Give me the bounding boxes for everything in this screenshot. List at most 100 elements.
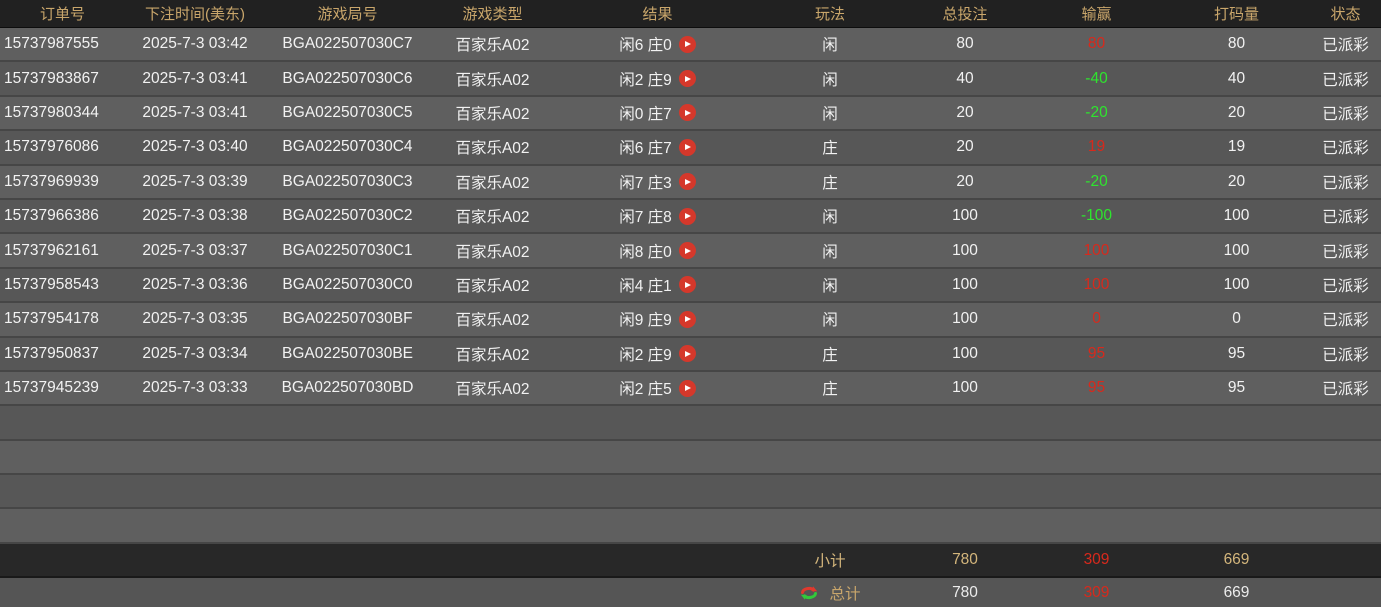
status-cell: 已派彩 xyxy=(1322,277,1369,295)
bet-time-cell: 2025-7-3 03:41 xyxy=(142,103,248,121)
bet-time-cell: 2025-7-3 03:33 xyxy=(142,379,248,397)
win-loss-cell wl-value: 100 xyxy=(1083,275,1110,293)
result-text: 闲2 庄5 xyxy=(619,381,672,399)
game-type-cell: 百家乐A02 xyxy=(455,277,530,295)
status-cell: 已派彩 xyxy=(1322,140,1369,158)
play-icon xyxy=(685,385,692,392)
col-header-round-id: 游戏局号 xyxy=(317,6,378,23)
order-id-cell: 15737958543 xyxy=(4,275,99,293)
table-row: 15737954178 2025-7-3 03:35 BGA022507030B… xyxy=(0,303,1381,338)
play-icon xyxy=(685,144,692,151)
table-row: 15737969939 2025-7-3 03:39 BGA022507030C… xyxy=(0,165,1381,200)
result-cell: 闲2 庄9 xyxy=(555,343,760,365)
order-id-cell: 15737962161 xyxy=(4,241,99,259)
result-text: 闲4 庄1 xyxy=(619,277,672,295)
col-header-total-bet: 总投注 xyxy=(942,6,988,23)
result-cell: 闲4 庄1 xyxy=(555,274,760,296)
result-cell: 闲0 庄7 xyxy=(555,102,760,124)
order-id-cell: 15737976086 xyxy=(4,138,99,156)
round-id-cell: BGA022507030C1 xyxy=(282,241,413,259)
result-text: 闲9 庄9 xyxy=(619,312,672,330)
subtotal-rolling: 669 xyxy=(1223,550,1250,568)
play-result-button[interactable] xyxy=(678,104,696,122)
order-id-cell: 15737945239 xyxy=(4,379,99,397)
total-total-bet: 780 xyxy=(952,583,978,601)
win-loss-cell wl-value: 19 xyxy=(1087,138,1106,156)
table-row: 15737987555 2025-7-3 03:42 BGA022507030C… xyxy=(0,28,1381,63)
play-result-button[interactable] xyxy=(678,345,696,363)
bet-side-cell: 庄 xyxy=(822,346,838,364)
rolling-cell: 95 xyxy=(1227,379,1246,397)
round-id-cell: BGA022507030C3 xyxy=(282,172,413,190)
play-result-button[interactable] xyxy=(678,310,696,328)
result-text: 闲0 庄7 xyxy=(619,105,672,123)
empty-row xyxy=(0,440,1381,476)
game-type-cell: 百家乐A02 xyxy=(455,174,530,192)
win-loss-cell wl-value: -20 xyxy=(1085,172,1108,190)
rolling-cell: 40 xyxy=(1227,69,1246,87)
status-cell: 已派彩 xyxy=(1322,174,1369,192)
round-id-cell: BGA022507030C5 xyxy=(282,103,413,121)
col-header-status: 状态 xyxy=(1330,6,1361,23)
col-header-result: 结果 xyxy=(642,6,673,23)
bet-side-cell: 闲 xyxy=(822,71,838,89)
result-text: 闲8 庄0 xyxy=(619,243,672,261)
round-id-cell: BGA022507030C2 xyxy=(282,207,413,225)
refresh-totals-button[interactable] xyxy=(799,584,819,602)
col-header-game-type: 游戏类型 xyxy=(462,6,523,23)
play-result-button[interactable] xyxy=(678,138,696,156)
status-cell: 已派彩 xyxy=(1322,346,1369,364)
win-loss-cell wl-value: 80 xyxy=(1087,35,1106,53)
total-bet-cell: 40 xyxy=(956,69,974,87)
bet-time-cell: 2025-7-3 03:42 xyxy=(142,35,248,53)
play-result-button[interactable] xyxy=(678,242,696,260)
play-result-button[interactable] xyxy=(678,35,696,53)
play-result-button[interactable] xyxy=(678,173,696,191)
bet-side-cell: 庄 xyxy=(822,174,838,192)
result-cell: 闲2 庄9 xyxy=(555,68,760,90)
play-result-button[interactable] xyxy=(678,379,696,397)
subtotal-label: 小计 xyxy=(814,552,846,570)
bet-side-cell: 闲 xyxy=(822,277,838,295)
game-type-cell: 百家乐A02 xyxy=(455,209,530,227)
play-icon xyxy=(685,281,692,288)
result-text: 闲6 庄0 xyxy=(619,37,672,55)
status-cell: 已派彩 xyxy=(1322,312,1369,330)
win-loss-cell wl-value: -40 xyxy=(1085,69,1108,87)
total-rolling: 669 xyxy=(1223,583,1250,601)
swap-arrows-icon xyxy=(801,586,818,600)
game-type-cell: 百家乐A02 xyxy=(455,140,530,158)
play-result-button[interactable] xyxy=(678,207,696,225)
play-icon xyxy=(685,350,692,357)
result-text: 闲6 庄7 xyxy=(619,140,672,158)
round-id-cell: BGA022507030C7 xyxy=(282,35,413,53)
rolling-cell: 20 xyxy=(1227,172,1246,190)
bet-side-cell: 闲 xyxy=(822,243,838,261)
total-label: 总计 xyxy=(829,585,861,603)
win-loss-cell wl-value: -100 xyxy=(1080,207,1113,225)
order-id-cell: 15737980344 xyxy=(4,103,99,121)
result-cell: 闲9 庄9 xyxy=(555,308,760,330)
play-icon xyxy=(685,109,692,116)
result-text: 闲7 庄3 xyxy=(619,174,672,192)
total-bet-cell: 100 xyxy=(952,241,978,259)
status-cell: 已派彩 xyxy=(1322,105,1369,123)
empty-row xyxy=(0,406,1381,441)
rolling-cell: 0 xyxy=(1232,310,1241,328)
total-bet-cell: 100 xyxy=(952,275,978,293)
subtotal-win-loss: 309 xyxy=(1083,550,1110,568)
win-loss-cell wl-value: 95 xyxy=(1087,344,1106,362)
play-result-button[interactable] xyxy=(678,276,696,294)
bet-time-cell: 2025-7-3 03:39 xyxy=(142,172,248,190)
round-id-cell: BGA022507030C6 xyxy=(282,69,413,87)
bet-side-cell: 闲 xyxy=(822,312,838,330)
play-icon xyxy=(685,213,692,220)
win-loss-cell wl-value: 0 xyxy=(1092,310,1101,328)
table-row: 15737980344 2025-7-3 03:41 BGA022507030C… xyxy=(0,96,1381,132)
total-bet-cell: 100 xyxy=(952,207,978,225)
play-result-button[interactable] xyxy=(678,70,696,88)
bet-time-cell: 2025-7-3 03:34 xyxy=(142,344,248,362)
round-id-cell: BGA022507030BD xyxy=(281,379,414,397)
total-bet-cell: 100 xyxy=(952,344,978,362)
